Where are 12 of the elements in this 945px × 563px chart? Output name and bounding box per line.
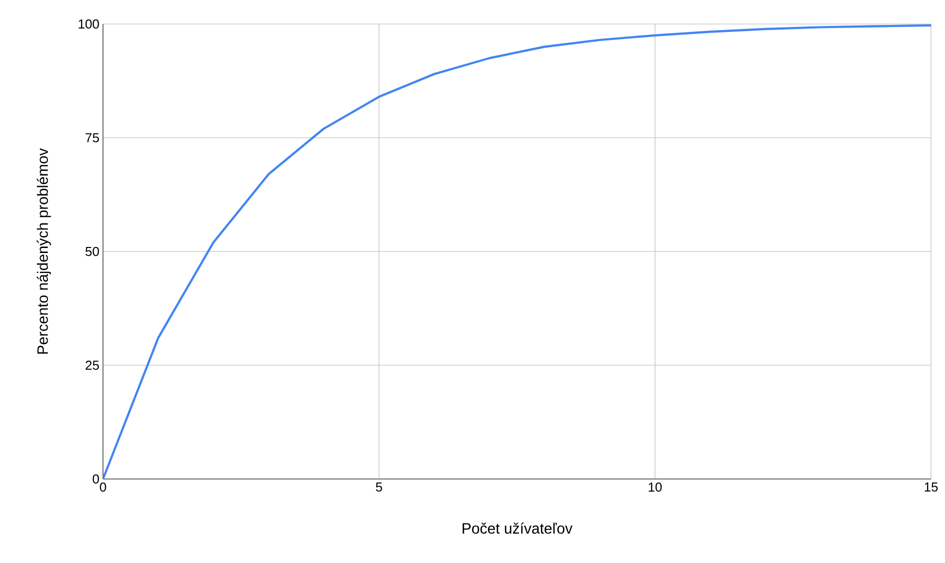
x-axis-title: Počet užívateľov <box>462 522 572 534</box>
y-tick-label: 50 <box>86 246 99 256</box>
x-tick-label: 5 <box>376 482 382 492</box>
x-tick-label: 15 <box>924 482 938 492</box>
line-series <box>103 24 932 479</box>
x-tick-label: 0 <box>100 482 106 492</box>
y-tick-label: 100 <box>78 19 99 29</box>
x-tick-label: 10 <box>648 482 662 492</box>
y-tick-label: 75 <box>86 133 99 142</box>
y-tick-label: 25 <box>86 360 99 370</box>
y-tick-label: 0 <box>92 474 99 484</box>
y-axis-title: Percento nájdených problémov <box>36 148 51 354</box>
